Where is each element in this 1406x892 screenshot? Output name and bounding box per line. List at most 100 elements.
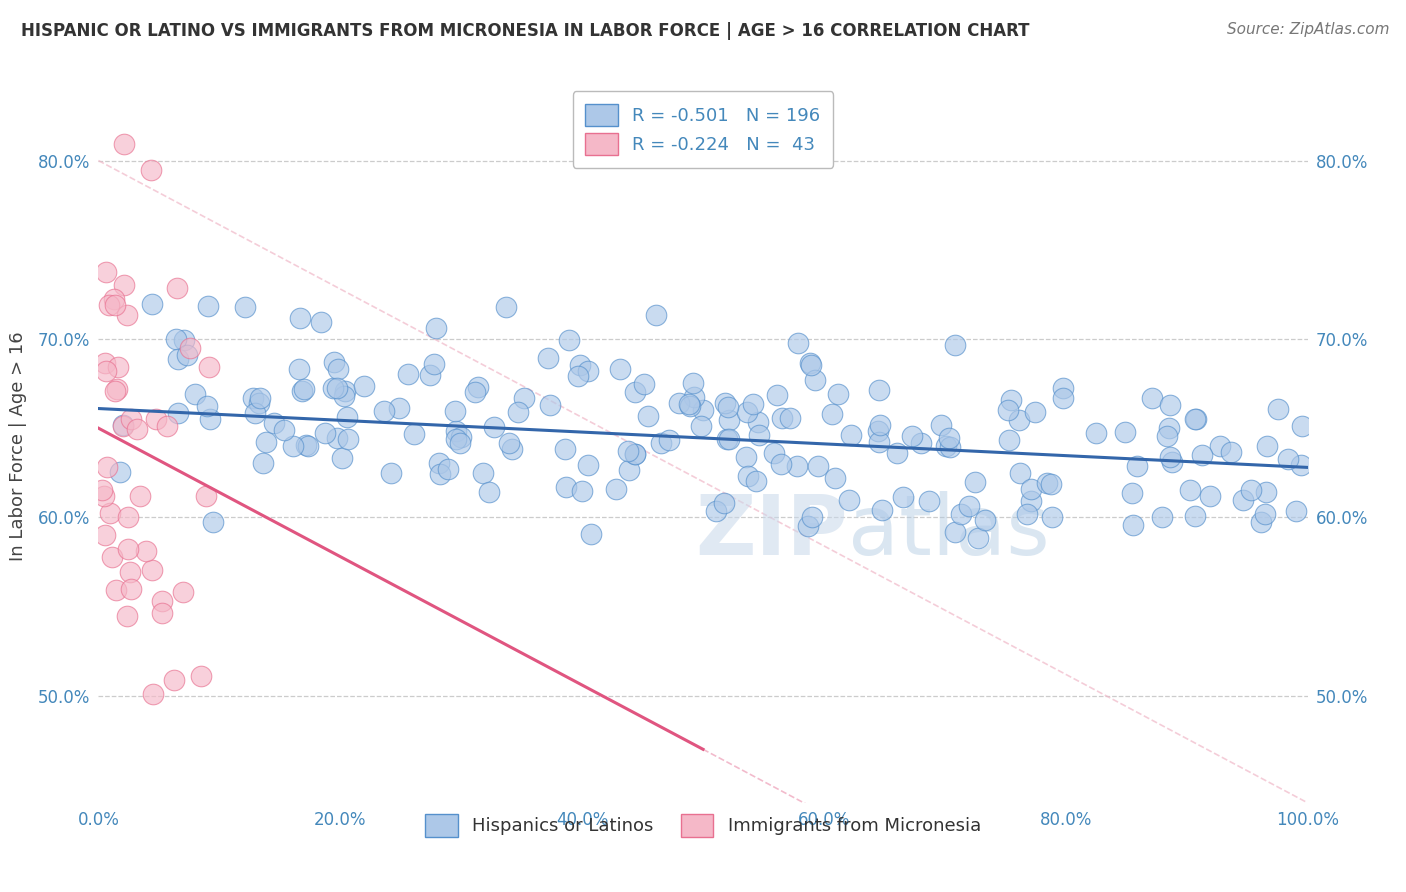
Point: [679, 399, 702, 413]
Point: [108, 465, 131, 479]
Point: [464, 385, 486, 400]
Point: [741, 397, 763, 411]
Point: [330, 451, 353, 466]
Point: [422, 358, 444, 372]
Point: [1209, 439, 1232, 453]
Point: [1285, 503, 1308, 517]
Point: [1240, 483, 1263, 497]
Point: [870, 503, 893, 517]
Point: [868, 435, 890, 450]
Point: [735, 450, 758, 465]
Point: [373, 404, 395, 418]
Point: [427, 456, 450, 470]
Point: [273, 423, 295, 437]
Point: [326, 362, 349, 376]
Point: [1085, 425, 1108, 440]
Point: [1052, 381, 1074, 395]
Point: [650, 436, 672, 450]
Point: [281, 439, 304, 453]
Point: [770, 411, 793, 425]
Point: [762, 445, 785, 459]
Point: [444, 424, 467, 438]
Point: [96, 364, 118, 378]
Point: [868, 383, 890, 397]
Point: [117, 542, 139, 557]
Point: [1184, 509, 1206, 524]
Point: [101, 549, 124, 564]
Point: [891, 490, 914, 504]
Point: [997, 403, 1019, 417]
Point: [1277, 452, 1299, 467]
Point: [112, 137, 135, 152]
Point: [166, 332, 188, 346]
Point: [163, 673, 186, 688]
Point: [796, 519, 818, 533]
Point: [325, 432, 347, 446]
Point: [838, 492, 860, 507]
Point: [467, 380, 489, 394]
Point: [1198, 489, 1220, 503]
Point: [804, 373, 827, 387]
Point: [450, 430, 472, 444]
Point: [800, 509, 823, 524]
Point: [104, 384, 127, 398]
Point: [1178, 483, 1201, 497]
Point: [839, 427, 862, 442]
Point: [173, 334, 195, 348]
Point: [807, 458, 830, 473]
Point: [105, 383, 128, 397]
Point: [555, 480, 578, 494]
Point: [183, 387, 205, 401]
Point: [176, 348, 198, 362]
Point: [974, 513, 997, 527]
Point: [129, 490, 152, 504]
Point: [571, 484, 593, 499]
Point: [478, 484, 501, 499]
Point: [322, 354, 344, 368]
Point: [716, 432, 738, 446]
Point: [93, 356, 115, 370]
Point: [886, 446, 908, 460]
Point: [233, 301, 256, 315]
Point: [633, 376, 655, 391]
Point: [1150, 510, 1173, 524]
Point: [624, 385, 647, 400]
Point: [247, 396, 270, 410]
Point: [311, 315, 333, 329]
Point: [1159, 398, 1181, 412]
Point: [291, 384, 314, 398]
Point: [1008, 413, 1031, 427]
Point: [827, 386, 849, 401]
Point: [105, 583, 128, 598]
Point: [935, 439, 957, 453]
Point: [617, 444, 640, 458]
Point: [918, 493, 941, 508]
Point: [718, 432, 741, 446]
Point: [1250, 516, 1272, 530]
Legend: Hispanics or Latinos, Immigrants from Micronesia: Hispanics or Latinos, Immigrants from Mi…: [418, 807, 988, 844]
Point: [938, 431, 960, 445]
Point: [94, 264, 117, 278]
Point: [1267, 401, 1289, 416]
Point: [98, 298, 121, 312]
Point: [576, 364, 599, 378]
Point: [404, 427, 426, 442]
Point: [868, 425, 890, 439]
Point: [336, 410, 359, 425]
Point: [1010, 466, 1032, 480]
Point: [1184, 412, 1206, 426]
Point: [104, 298, 127, 312]
Point: [198, 360, 221, 375]
Point: [198, 411, 221, 425]
Point: [1126, 459, 1149, 474]
Point: [658, 433, 681, 447]
Point: [103, 293, 125, 307]
Point: [713, 395, 735, 409]
Point: [765, 388, 787, 402]
Point: [1114, 425, 1136, 440]
Point: [242, 391, 264, 405]
Point: [637, 409, 659, 424]
Text: HISPANIC OR LATINO VS IMMIGRANTS FROM MICRONESIA IN LABOR FORCE | AGE > 16 CORRE: HISPANIC OR LATINO VS IMMIGRANTS FROM MI…: [21, 22, 1029, 40]
Point: [1185, 411, 1208, 425]
Point: [997, 433, 1019, 447]
